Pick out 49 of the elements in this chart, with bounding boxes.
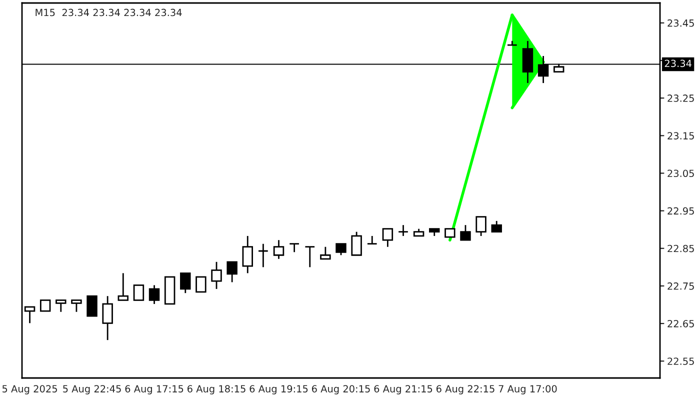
- x-tick-label: 6 Aug 19:15: [250, 385, 308, 394]
- x-tick-label: 7 Aug 17:00: [498, 385, 557, 394]
- candlestick: [258, 243, 269, 268]
- x-tick-label: 5 Aug 22:45: [63, 385, 121, 394]
- candlestick: [196, 276, 206, 293]
- candlestick: [86, 295, 98, 317]
- y-tick-label: 22.55: [668, 358, 694, 365]
- candlestick: [211, 261, 222, 290]
- candlestick: [336, 243, 346, 256]
- y-tick-label: 23.45: [668, 19, 694, 27]
- candlestick: [226, 261, 238, 283]
- x-tick-label: 6 Aug 20:15: [312, 385, 370, 394]
- candlestick: [133, 284, 144, 301]
- candlestick: [304, 246, 316, 268]
- candlestick: [118, 272, 129, 301]
- y-tick-label: 23.15: [668, 132, 694, 140]
- candlestick: [40, 300, 51, 312]
- candlestick: [320, 246, 331, 260]
- candlestick: [180, 272, 191, 294]
- y-tick-label: 22.85: [668, 244, 694, 252]
- candlestick: [71, 300, 82, 313]
- chart-title: M15 23.34 23.34 23.34 23.34: [36, 8, 182, 16]
- candlestick: [24, 306, 36, 324]
- y-tick-label: 22.75: [668, 282, 694, 290]
- candlestick: [382, 228, 394, 248]
- candlestick: [522, 40, 534, 84]
- candlestick: [148, 284, 160, 305]
- y-tick-label: 23.25: [668, 94, 694, 102]
- candlestick: [242, 235, 253, 274]
- x-tick-label: 6 Aug 22:15: [436, 385, 494, 394]
- x-tick-label: 6 Aug 21:15: [374, 385, 432, 394]
- x-tick-label: 6 Aug 17:15: [125, 385, 184, 394]
- y-tick-label: 22.65: [668, 320, 694, 328]
- candlestick: [273, 239, 284, 260]
- y-tick-label: 23.05: [668, 170, 694, 178]
- candlestick: [398, 224, 409, 237]
- candlestick: [506, 40, 518, 46]
- candlestick: [476, 216, 486, 237]
- candlestick: [491, 220, 502, 233]
- candlestick: [366, 235, 378, 245]
- x-tick-label: 5 Aug 2025: [2, 385, 57, 394]
- y-tick-label: 22.95: [668, 207, 694, 215]
- candlestick: [351, 231, 362, 256]
- candlestick: [460, 224, 471, 241]
- candlestick: [56, 300, 66, 313]
- candlestick: [288, 243, 300, 253]
- candlestick: [102, 295, 113, 341]
- ref-line-label: 23.34: [664, 60, 692, 68]
- x-tick-label: 6 Aug 18:15: [188, 385, 246, 394]
